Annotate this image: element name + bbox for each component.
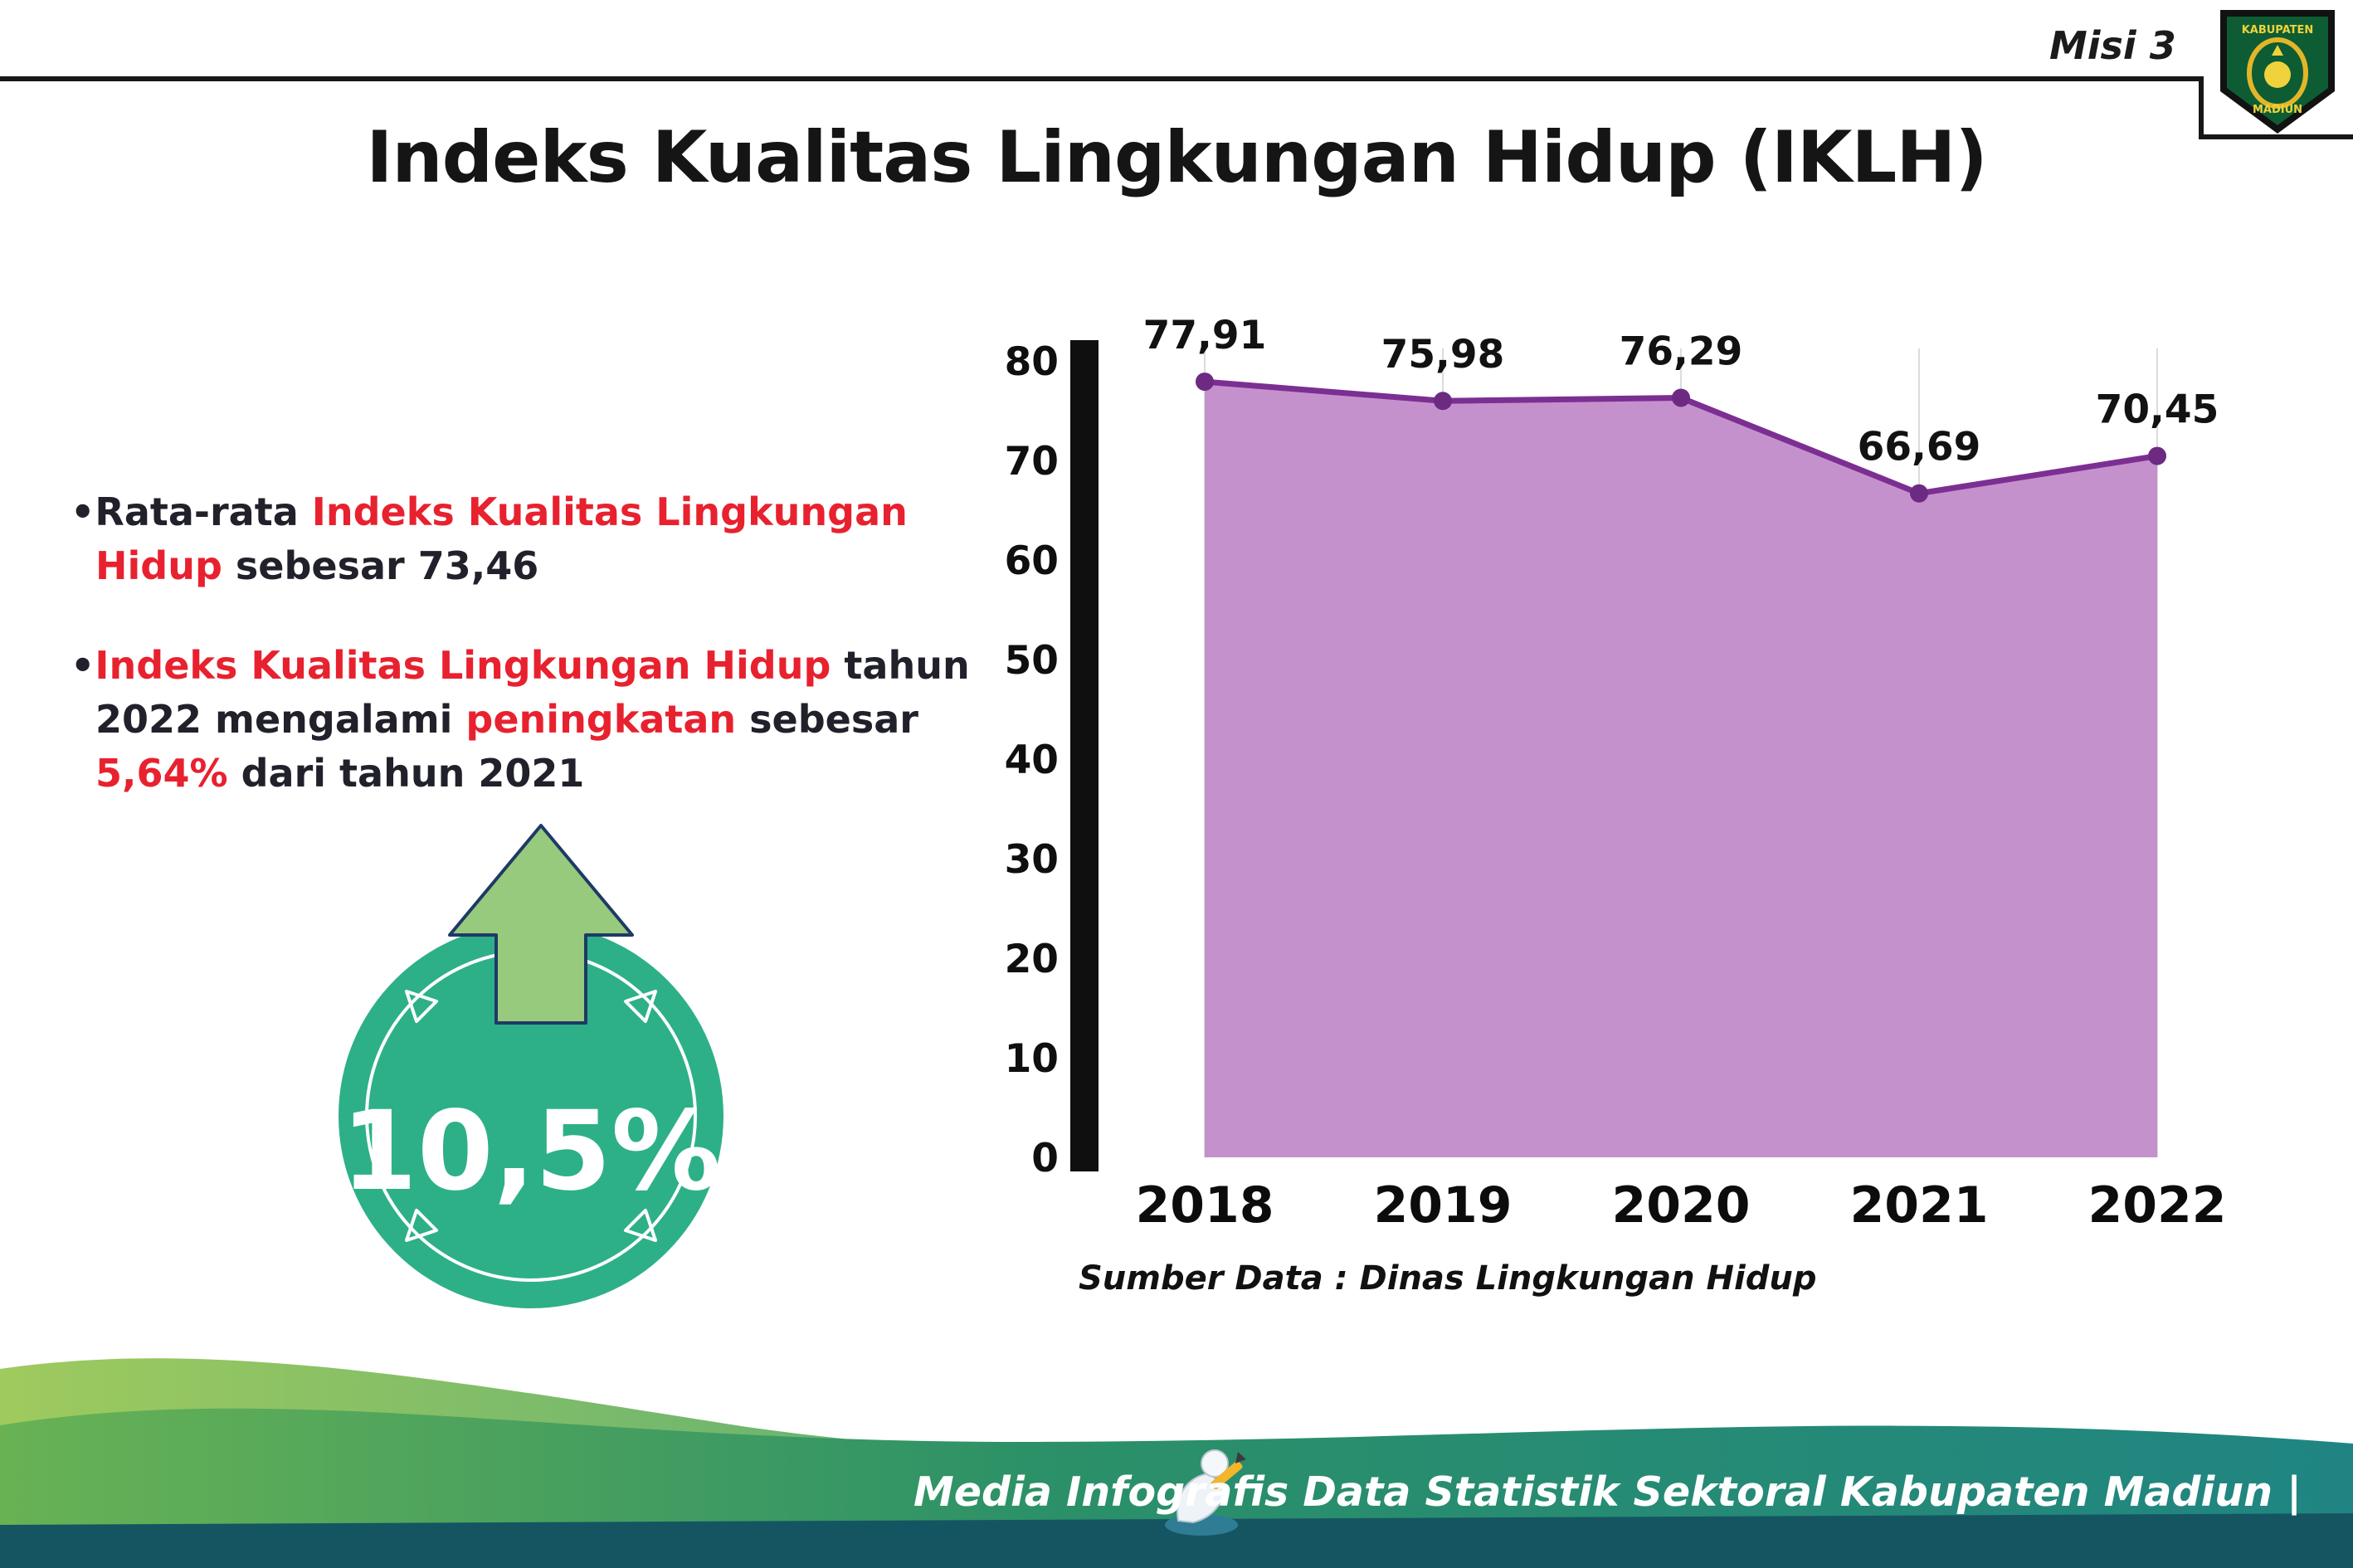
increase-badge: 10,5% bbox=[339, 824, 723, 1308]
chart-xtick-label: 2021 bbox=[1850, 1176, 1989, 1234]
chart-point bbox=[1672, 388, 1690, 407]
chart-point-label: 66,69 bbox=[1858, 425, 1981, 470]
footer-bottom-band bbox=[0, 1513, 2353, 1568]
mascot-icon bbox=[1165, 1449, 1246, 1536]
chart-y-axis bbox=[1070, 340, 1099, 1171]
body-text: sebesar 73,46 bbox=[222, 543, 539, 589]
mascot-pencil bbox=[1211, 1460, 1243, 1490]
chart-point-label: 70,45 bbox=[2096, 387, 2219, 433]
badge-triangle-icon bbox=[623, 1208, 658, 1243]
chart-xtick-label: 2020 bbox=[1612, 1176, 1751, 1234]
header-rule bbox=[0, 76, 2199, 81]
bullet-dot: • bbox=[71, 489, 95, 534]
logo-wreath bbox=[2247, 37, 2308, 109]
logo-top-text: KABUPATEN bbox=[2242, 24, 2314, 37]
badge-value: 10,5% bbox=[341, 1088, 721, 1215]
chart-point bbox=[2148, 446, 2166, 465]
body-text: dari tahun 2021 bbox=[227, 751, 585, 796]
mascot-pencil-tip bbox=[1235, 1452, 1246, 1463]
header-rule-corner bbox=[2199, 76, 2204, 139]
misi-label: Misi 3 bbox=[2049, 23, 2176, 68]
bullet-item: •Rata-rata Indeks Kualitas Lingkungan Hi… bbox=[71, 485, 1037, 594]
page-title: Indeks Kualitas Lingkungan Hidup (IKLH) bbox=[366, 116, 1987, 199]
chart-area bbox=[1205, 382, 2157, 1157]
chart-ytick-label: 10 bbox=[1005, 1036, 1059, 1082]
body-text: Rata-rata bbox=[95, 489, 312, 534]
iklh-area-chart: 0 10 20 30 40 50 60 70 80 77,91 75,98 76,29 66,69 70,… bbox=[1005, 313, 2227, 1234]
chart-ytick-label: 50 bbox=[1005, 638, 1059, 684]
badge-triangle-icon bbox=[623, 989, 658, 1024]
bullet-item: •Indeks Kualitas Lingkungan Hidup tahun … bbox=[71, 639, 1037, 801]
bullet-dot: • bbox=[71, 642, 95, 688]
chart-xtick-label: 2019 bbox=[1374, 1176, 1513, 1234]
chart-point bbox=[1196, 373, 1214, 392]
header-rule-under-logo bbox=[2199, 134, 2353, 139]
mascot-head bbox=[1201, 1449, 1229, 1478]
chart-ytick-label: 30 bbox=[1005, 837, 1059, 883]
kabupaten-madiun-logo: KABUPATEN MADIUN bbox=[2220, 10, 2335, 134]
logo-star bbox=[2272, 45, 2283, 56]
chart-ytick-label: 20 bbox=[1005, 937, 1059, 982]
bullet-list: •Rata-rata Indeks Kualitas Lingkungan Hi… bbox=[71, 485, 1037, 846]
chart-ytick-label: 0 bbox=[1031, 1136, 1059, 1181]
highlight-text: peningkatan bbox=[465, 696, 737, 742]
footer-credit: Media Infografis Data Statistik Sektoral… bbox=[913, 1468, 2302, 1516]
logo-bottom-text: MADIUN bbox=[2253, 104, 2302, 116]
chart-point bbox=[1434, 392, 1452, 411]
chart-point-label: 77,91 bbox=[1143, 313, 1267, 358]
footer-waves bbox=[0, 1358, 2353, 1568]
up-arrow-icon bbox=[448, 824, 634, 1025]
chart-point-label: 76,29 bbox=[1620, 329, 1743, 375]
chart-xtick-label: 2018 bbox=[1136, 1176, 1274, 1234]
chart-ytick-label: 40 bbox=[1005, 738, 1059, 783]
chart-point-label: 75,98 bbox=[1381, 332, 1505, 377]
badge-triangle-icon bbox=[404, 989, 439, 1024]
chart-ytick-label: 70 bbox=[1005, 439, 1059, 485]
body-text: tahun 2022 mengalami bbox=[95, 642, 970, 742]
badge-circle bbox=[339, 923, 723, 1308]
highlight-text: Indeks Kualitas Lingkungan Hidup bbox=[95, 489, 908, 589]
chart-ytick-label: 60 bbox=[1005, 538, 1059, 584]
highlight-text: Indeks Kualitas Lingkungan Hidup bbox=[95, 642, 831, 688]
logo-emblem bbox=[2264, 61, 2291, 88]
chart-xtick-label: 2022 bbox=[2088, 1176, 2227, 1234]
data-source-caption: Sumber Data : Dinas Lingkungan Hidup bbox=[1079, 1259, 1817, 1298]
body-text: sebesar bbox=[736, 696, 918, 742]
badge-triangle-icon bbox=[404, 1208, 439, 1243]
highlight-text: 5,64% bbox=[95, 751, 228, 796]
chart-point bbox=[1910, 484, 1928, 503]
chart-ytick-label: 80 bbox=[1005, 339, 1059, 385]
